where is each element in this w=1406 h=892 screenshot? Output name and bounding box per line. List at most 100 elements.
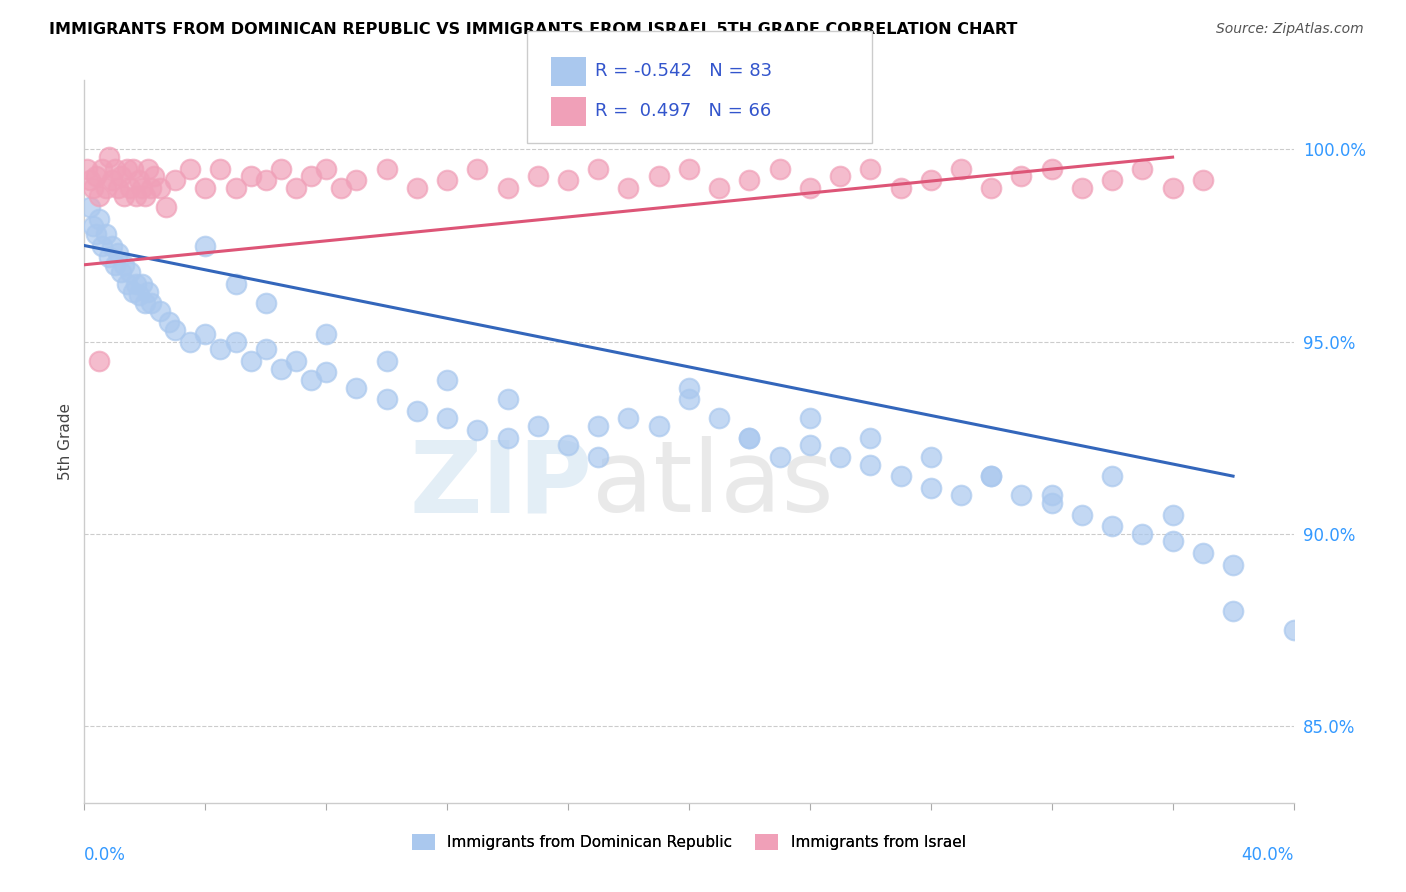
Point — [239, 169, 262, 184]
Point — [617, 181, 640, 195]
Point — [709, 411, 731, 425]
Point — [678, 392, 700, 407]
Point — [496, 431, 519, 445]
Point — [86, 169, 108, 184]
Point — [496, 181, 519, 195]
Point — [980, 181, 1002, 195]
Point — [107, 181, 129, 195]
Point — [738, 431, 761, 445]
Point — [738, 431, 761, 445]
Point — [115, 161, 138, 176]
Point — [97, 250, 120, 264]
Point — [588, 161, 610, 176]
Point — [1192, 173, 1215, 187]
Point — [131, 277, 153, 291]
Point — [299, 373, 322, 387]
Point — [769, 450, 792, 464]
Point — [557, 438, 579, 452]
Point — [79, 200, 101, 214]
Point — [149, 304, 172, 318]
Point — [1282, 623, 1305, 637]
Point — [980, 469, 1002, 483]
Point — [115, 277, 138, 291]
Point — [112, 188, 135, 202]
Point — [112, 258, 135, 272]
Point — [467, 161, 489, 176]
Point — [285, 354, 308, 368]
Point — [890, 181, 912, 195]
Point — [82, 181, 104, 195]
Point — [134, 296, 156, 310]
Point — [1161, 534, 1184, 549]
Point — [859, 458, 882, 472]
Point — [239, 354, 262, 368]
Point — [315, 161, 337, 176]
Point — [254, 296, 277, 310]
Point — [920, 481, 942, 495]
Point — [165, 173, 187, 187]
Point — [104, 258, 127, 272]
Point — [890, 469, 912, 483]
Point — [100, 238, 122, 252]
Point — [830, 169, 852, 184]
Point — [131, 181, 153, 195]
Point — [285, 181, 308, 195]
Point — [648, 169, 671, 184]
Point — [346, 381, 368, 395]
Point — [1192, 546, 1215, 560]
Point — [121, 285, 143, 299]
Point — [139, 181, 162, 195]
Point — [128, 173, 150, 187]
Point — [89, 211, 111, 226]
Text: ZIP: ZIP — [409, 436, 592, 533]
Point — [330, 181, 353, 195]
Point — [617, 411, 640, 425]
Point — [139, 296, 162, 310]
Point — [436, 173, 458, 187]
Point — [86, 227, 108, 241]
Point — [950, 161, 973, 176]
Point — [179, 161, 201, 176]
Point — [557, 173, 579, 187]
Point — [89, 188, 111, 202]
Point — [1101, 519, 1123, 533]
Point — [799, 411, 821, 425]
Legend: Immigrants from Dominican Republic, Immigrants from Israel: Immigrants from Dominican Republic, Immi… — [406, 829, 972, 856]
Point — [1161, 508, 1184, 522]
Point — [225, 181, 247, 195]
Point — [209, 343, 232, 357]
Point — [104, 161, 127, 176]
Point — [110, 169, 132, 184]
Point — [1071, 181, 1094, 195]
Y-axis label: 5th Grade: 5th Grade — [58, 403, 73, 480]
Point — [91, 161, 114, 176]
Point — [299, 169, 322, 184]
Text: R = -0.542   N = 83: R = -0.542 N = 83 — [595, 62, 772, 80]
Point — [1040, 496, 1063, 510]
Point — [194, 181, 217, 195]
Point — [1222, 558, 1244, 572]
Point — [89, 354, 111, 368]
Point — [1132, 161, 1154, 176]
Point — [118, 265, 141, 279]
Point — [799, 438, 821, 452]
Point — [97, 150, 120, 164]
Point — [94, 227, 117, 241]
Point — [1101, 469, 1123, 483]
Point — [165, 323, 187, 337]
Text: 0.0%: 0.0% — [84, 847, 127, 864]
Point — [920, 450, 942, 464]
Point — [709, 181, 731, 195]
Point — [920, 173, 942, 187]
Point — [194, 238, 217, 252]
Point — [149, 181, 172, 195]
Point — [136, 161, 159, 176]
Point — [1040, 161, 1063, 176]
Point — [346, 173, 368, 187]
Point — [1071, 508, 1094, 522]
Point — [1040, 488, 1063, 502]
Point — [950, 488, 973, 502]
Point — [125, 188, 148, 202]
Point — [1132, 526, 1154, 541]
Point — [254, 343, 277, 357]
